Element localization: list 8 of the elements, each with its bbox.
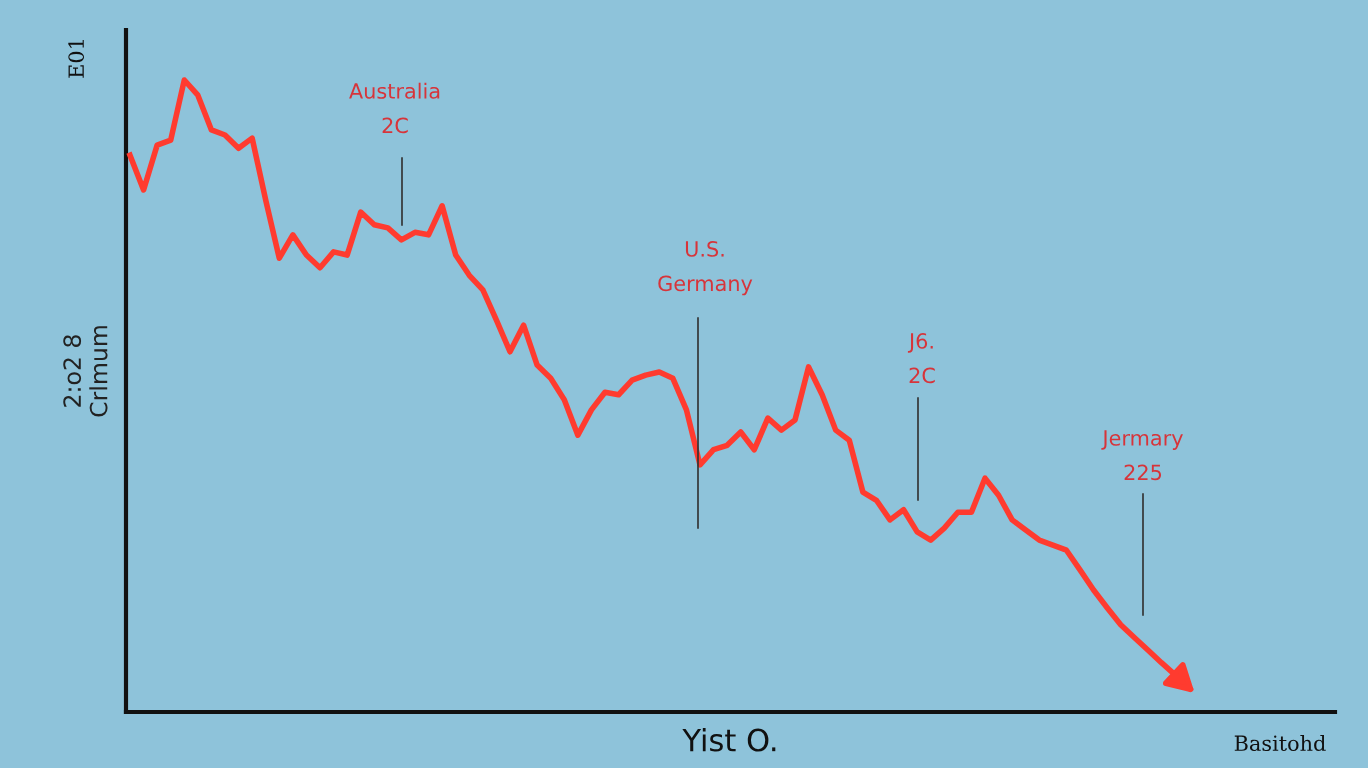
annotation: U.S. Germany	[658, 241, 753, 296]
text: E01	[68, 40, 85, 78]
annotation: Jermary 225	[1101, 430, 1183, 481]
annotation: Australia 2C	[349, 82, 440, 134]
y-axis-title: 2:o2 8 Crlmum	[63, 326, 108, 417]
x-axis-title: Yist O.	[682, 727, 776, 752]
text: Basitohd	[1234, 734, 1326, 752]
annotation: J6. 2C	[907, 333, 935, 384]
